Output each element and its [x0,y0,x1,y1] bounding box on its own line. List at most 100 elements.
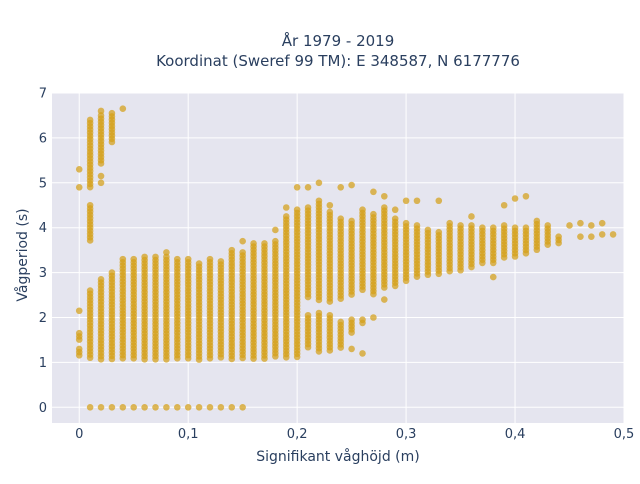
data-point [108,355,116,363]
chart-title-line2: Koordinat (Sweref 99 TM): E 348587, N 61… [156,52,520,70]
y-tick-label: 0 [39,401,47,416]
data-point [206,403,214,411]
y-tick-label: 1 [39,356,47,371]
y-tick-label: 2 [39,311,47,326]
data-point [108,403,116,411]
data-point [457,266,464,274]
data-point [566,222,573,229]
data-point [86,403,94,411]
data-point [337,295,345,303]
data-point [391,282,399,290]
data-point [468,263,475,271]
data-point [119,355,127,362]
data-point [239,354,246,362]
data-point [97,172,105,180]
data-point [446,267,453,275]
data-point [359,286,366,294]
data-point [75,183,83,191]
data-point [250,355,257,362]
data-point [555,239,562,247]
data-point [359,350,366,357]
data-point [239,237,246,245]
y-tick-label: 3 [39,266,47,281]
y-tick-label: 5 [39,176,47,191]
data-point [152,403,159,411]
data-point [489,259,497,267]
data-point [97,160,105,167]
data-point [326,298,334,305]
data-point [304,183,312,191]
data-point [348,181,355,189]
data-point [533,246,541,254]
data-point [152,355,159,363]
data-point [75,352,83,359]
data-point [381,296,388,303]
x-tick-label: 0,5 [614,427,635,442]
data-point [163,355,170,363]
data-point [163,403,170,411]
data-point [130,403,138,411]
data-point [228,403,236,411]
data-point [511,195,519,202]
data-point [413,273,421,280]
data-point [272,226,279,234]
data-point [141,355,148,363]
x-tick-label: 0,1 [178,427,199,442]
y-tick-label: 7 [39,87,47,102]
data-point [370,188,377,196]
data-point [381,192,388,200]
data-point [261,355,268,362]
x-tick-label: 0,3 [396,427,417,442]
x-tick-label: 0 [75,427,83,442]
x-tick-label: 0,4 [505,427,526,442]
data-point [315,348,323,355]
chart-title-line1: År 1979 - 2019 [282,31,395,50]
data-point [97,403,105,411]
data-point [598,231,606,238]
data-point [282,204,290,211]
data-point [195,403,203,411]
data-point [391,206,399,214]
data-point [119,403,127,411]
data-point [173,403,181,411]
data-point [522,192,530,200]
data-point [348,329,355,336]
data-point [588,222,595,229]
data-point [326,201,334,209]
y-axis-ticks: 0 1 2 3 4 5 6 7 [39,87,47,416]
data-point [75,336,83,343]
data-point [97,107,105,115]
data-point [511,253,519,260]
data-point [348,345,355,353]
data-point [97,179,105,187]
data-point [304,293,312,301]
data-point [184,403,192,411]
data-point [141,403,148,411]
data-point [337,183,345,191]
data-point [217,354,225,361]
data-point [413,197,421,205]
data-point [424,271,432,279]
data-point [86,237,94,244]
data-point [184,355,192,362]
y-tick-label: 4 [39,221,47,236]
data-point [500,201,508,209]
data-point [609,231,617,238]
y-tick-label: 6 [39,131,47,146]
data-point [97,356,105,363]
data-point [588,233,595,240]
data-point [195,356,203,363]
data-point [326,347,334,354]
data-point [75,307,83,315]
data-point [130,355,138,362]
data-point [108,138,116,146]
data-point [119,105,127,113]
data-point [86,354,94,362]
x-axis-title: Signifikant våghöjd (m) [256,448,419,465]
data-point [239,403,246,411]
x-axis-ticks: 0 0,1 0,2 0,3 0,4 0,5 [75,427,634,442]
data-points [75,105,617,411]
data-point [163,249,170,256]
